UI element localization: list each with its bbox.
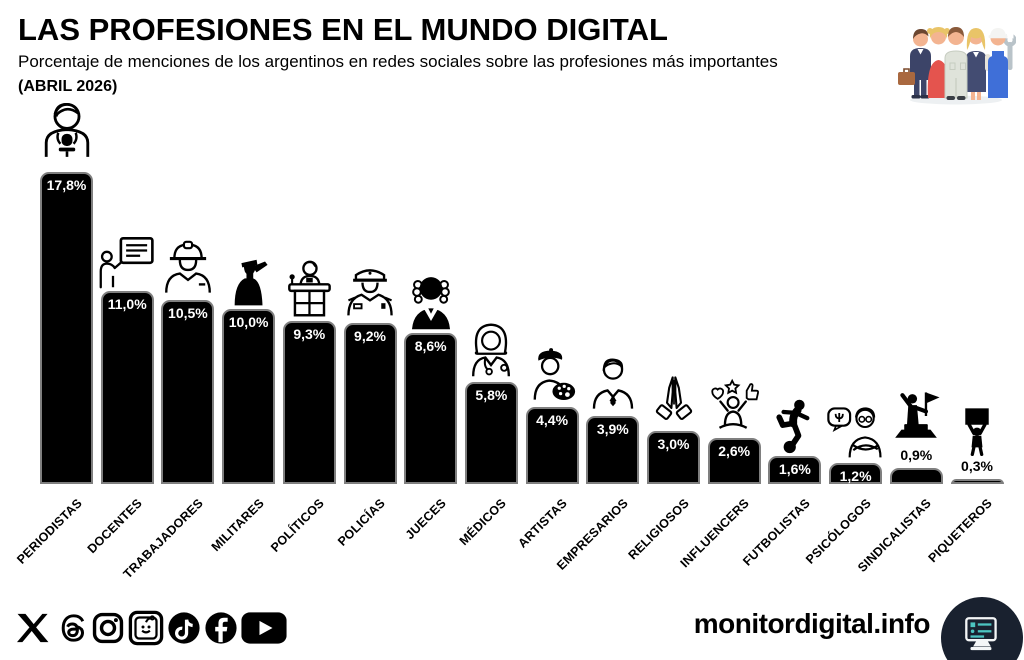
- bar-politicos: [282, 320, 336, 484]
- axis-label-medicos: MÉDICOS: [457, 496, 510, 549]
- value-label-religiosos: 3,0%: [657, 436, 690, 453]
- page-subtitle: Porcentaje de menciones de los argentino…: [18, 52, 778, 71]
- coveralls-figure: [944, 27, 968, 100]
- doctor-icon: [461, 320, 521, 380]
- professionals-illustration: [896, 6, 1017, 106]
- value-label-sindicalistas: 0,9%: [900, 447, 933, 464]
- influencer-icon: [703, 378, 765, 436]
- monitor-screen-icon: [965, 617, 997, 651]
- journalist-icon: [32, 98, 102, 170]
- worker-icon: [156, 240, 220, 298]
- social-icons-row: [13, 608, 287, 648]
- value-label-politicos: 9,3%: [293, 325, 326, 342]
- axis-label-empresarios: EMPRESARIOS: [553, 496, 631, 573]
- axis-label-futbolistas: FUTBOLISTAS: [740, 496, 813, 569]
- axis-label-politicos: POLÍTICOS: [268, 496, 328, 555]
- value-label-militares: 10,0%: [228, 313, 269, 330]
- axis-label-jueces: JUECES: [402, 496, 449, 543]
- tiktok-icon[interactable]: [167, 611, 201, 645]
- page-title: LAS PROFESIONES EN EL MUNDO DIGITAL: [18, 12, 668, 47]
- instagram-icon[interactable]: [91, 611, 125, 645]
- unionist-icon: [887, 387, 945, 445]
- bar-chart: 17,8% PERIODISTAS 11,0% DOCENTES 10,5% TRABAJ…: [14, 0, 1004, 581]
- value-label-empresarios: 3,9%: [596, 420, 629, 437]
- bar-influencers: [707, 438, 761, 484]
- reddit-icon[interactable]: [128, 610, 164, 646]
- axis-label-militares: MILITARES: [208, 496, 267, 555]
- bar-periodistas: [40, 172, 93, 484]
- police-icon: [339, 261, 401, 321]
- politician-icon: [278, 259, 340, 319]
- soldier-icon: [222, 245, 276, 307]
- value-label-piqueteros: 0,3%: [961, 457, 993, 474]
- axis-label-artistas: ARTISTAS: [515, 496, 570, 551]
- footballer-icon: [767, 390, 823, 454]
- website-link[interactable]: monitordigital.info: [693, 608, 931, 639]
- bar-artistas: [525, 406, 579, 484]
- businessman-figure: [898, 29, 931, 99]
- bar-empresarios: [586, 415, 640, 484]
- teacher-icon: [89, 233, 165, 289]
- axis-label-influencers: INFLUENCERS: [677, 496, 753, 571]
- value-label-psicologos: 1,2%: [839, 467, 872, 484]
- value-label-influencers: 2,6%: [718, 443, 751, 460]
- praying-hands-icon: [646, 371, 702, 429]
- value-label-policias: 9,2%: [354, 327, 386, 344]
- bar-militares: [222, 308, 276, 484]
- businessman-icon: [584, 356, 642, 414]
- x-icon[interactable]: [13, 611, 51, 645]
- judge-icon: [402, 269, 460, 331]
- value-label-trabajadores: 10,5%: [168, 304, 208, 321]
- axis-label-sindicalistas: SINDICALISTAS: [855, 496, 935, 575]
- bar-medicos: [464, 382, 518, 484]
- bar-trabajadores: [161, 299, 215, 484]
- bar-docentes: [100, 291, 154, 484]
- bar-sindicalistas: [889, 468, 943, 484]
- axis-label-policias: POLICÍAS: [335, 496, 388, 549]
- bar-futbolistas: [768, 455, 822, 484]
- psychologist-icon: [824, 403, 888, 461]
- axis-label-psicologos: PSICÓLOGOS: [802, 496, 874, 567]
- picketer-icon: [952, 396, 1002, 456]
- value-label-futbolistas: 1,6%: [778, 460, 811, 477]
- youtube-icon[interactable]: [241, 611, 287, 645]
- professionals-group-illustration: [898, 27, 1017, 105]
- bar-piqueteros: [950, 478, 1004, 484]
- axis-label-trabajadores: TRABAJADORES: [120, 496, 206, 582]
- bar-policias: [343, 322, 397, 484]
- bar-psicologos: [829, 462, 883, 484]
- value-label-medicos: 5,8%: [475, 387, 508, 404]
- woman-red-figure: [927, 27, 950, 98]
- axis-label-docentes: DOCENTES: [84, 496, 146, 557]
- monitor-digital-logo: [941, 597, 1023, 660]
- artist-icon: [521, 347, 583, 405]
- bar-jueces: [404, 333, 458, 484]
- threads-icon[interactable]: [54, 611, 88, 645]
- value-label-periodistas: 17,8%: [46, 177, 87, 193]
- axis-label-religiosos: RELIGIOSOS: [625, 496, 692, 563]
- value-label-artistas: 4,4%: [536, 411, 569, 428]
- value-label-docentes: 11,0%: [107, 296, 147, 313]
- facebook-icon[interactable]: [204, 611, 238, 645]
- value-label-jueces: 8,6%: [414, 338, 447, 355]
- period-label: (ABRIL 2026): [18, 78, 118, 95]
- woman-suit-figure: [966, 28, 986, 100]
- mechanic-figure: [985, 28, 1017, 98]
- bar-religiosos: [647, 431, 700, 484]
